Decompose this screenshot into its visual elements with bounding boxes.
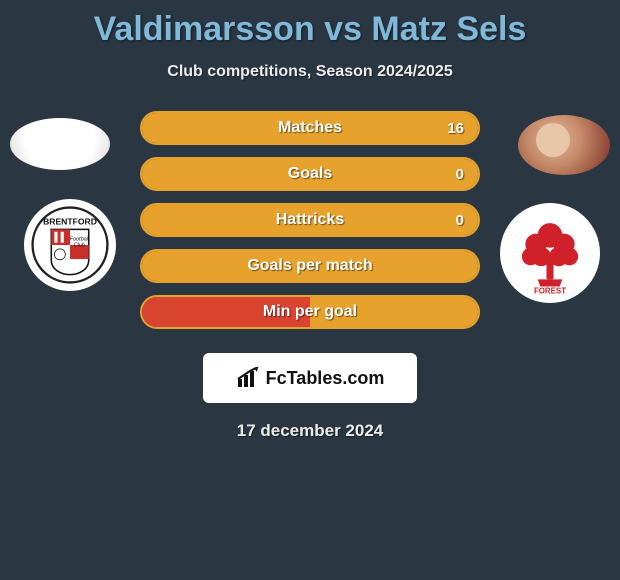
page-title: Valdimarsson vs Matz Sels: [0, 0, 620, 49]
stat-fill-right: [310, 297, 478, 327]
svg-text:FOREST: FOREST: [534, 286, 566, 295]
page-subtitle: Club competitions, Season 2024/2025: [0, 63, 620, 81]
stat-bars: Matches16 Goals0 Hattricks0 Goals per match…: [140, 111, 480, 341]
club-badge-right: FOREST: [500, 203, 600, 303]
player-avatar-left: [10, 118, 110, 170]
fctables-logo-text: FcTables.com: [266, 368, 385, 389]
stat-fill-right: [142, 159, 478, 189]
stat-row: Goals0: [140, 157, 480, 191]
snapshot-date: 17 december 2024: [0, 421, 620, 441]
svg-text:Football: Football: [70, 236, 90, 242]
stat-fill-right: [142, 251, 478, 281]
stat-row: Min per goal: [140, 295, 480, 329]
fctables-logo[interactable]: FcTables.com: [203, 353, 417, 403]
club-badge-left: BRENTFORD Football Club: [24, 199, 116, 291]
player-avatar-right: [518, 115, 610, 175]
brentford-badge-icon: BRENTFORD Football Club: [31, 206, 109, 284]
stat-fill-right: [142, 113, 478, 143]
stat-fill-right: [142, 205, 478, 235]
svg-text:BRENTFORD: BRENTFORD: [43, 217, 97, 227]
stat-row: Hattricks0: [140, 203, 480, 237]
stat-row: Matches16: [140, 111, 480, 145]
comparison-stage: BRENTFORD Football Club FO: [0, 111, 620, 341]
stat-fill-left: [142, 297, 310, 327]
chart-icon: [236, 367, 262, 389]
svg-text:Club: Club: [74, 243, 85, 249]
forest-badge-icon: FOREST: [506, 209, 594, 297]
stat-row: Goals per match: [140, 249, 480, 283]
